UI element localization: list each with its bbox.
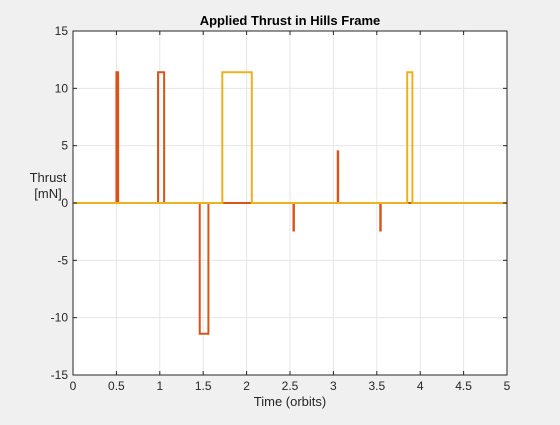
y-tick-label: 5 [61,139,68,153]
x-tick-label: 4 [417,379,424,393]
x-tick-label: 0 [70,379,77,393]
x-tick-label: 1 [156,379,163,393]
y-axis-label-line-1: Thrust [30,170,67,185]
ticks: 0 0.5 1 1.5 2 2.5 3 3.5 4 4.5 5 -15 -10 -5 0 5 10 15 [51,24,511,393]
chart-title: Applied Thrust in Hills Frame [200,13,381,28]
series-layer [73,71,507,335]
x-tick-label: 2.5 [282,379,299,393]
x-tick-label: 5 [504,379,511,393]
x-tick-label: 3.5 [368,379,385,393]
y-tick-label: -10 [51,311,69,325]
x-tick-label: 3 [330,379,337,393]
x-tick-label: 4.5 [455,379,472,393]
y-tick-label: 15 [55,24,69,38]
x-tick-label: 2 [243,379,250,393]
x-tick-label: 1.5 [195,379,212,393]
y-tick-label: 0 [61,196,68,210]
y-axis-label-line-2: [mN] [34,186,61,201]
x-axis-label: Time (orbits) [254,394,326,409]
y-tick-label: 10 [55,81,69,95]
series-line-2 [73,71,507,204]
y-tick-label: -15 [51,368,69,382]
x-tick-label: 0.5 [108,379,125,393]
y-tick-label: -5 [57,253,68,267]
